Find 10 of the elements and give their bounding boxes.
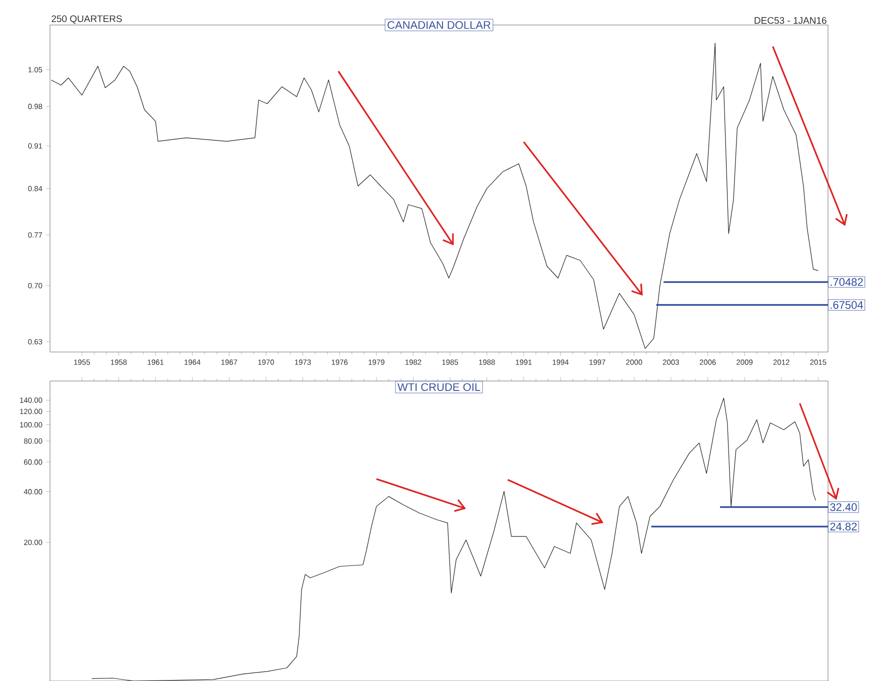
legend-label: 24.82 [830, 522, 857, 530]
series-label: .67504 [830, 301, 864, 309]
line-series [91, 398, 816, 681]
chart-title: WTI CRUDE OIL [397, 383, 480, 391]
chart-title: CANADIAN DOLLAR [388, 21, 490, 29]
text: 250 QUARTERS [52, 15, 122, 24]
series-label: 32.40 [830, 503, 857, 512]
series-label: .70482 [830, 278, 863, 286]
text: DEC53 - 1JAN16 [754, 17, 826, 24]
line-series [50, 42, 818, 349]
